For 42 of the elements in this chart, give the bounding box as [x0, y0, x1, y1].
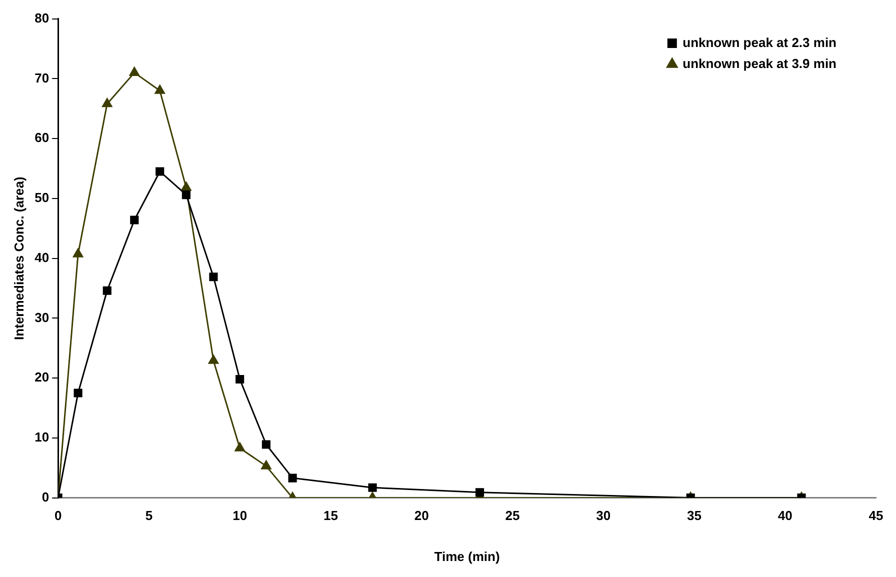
y-tick-label: 60 [34, 130, 50, 146]
y-tick-label: 20 [34, 370, 50, 385]
point [234, 442, 245, 452]
y-tick-label: 50 [34, 190, 50, 206]
point [102, 286, 112, 295]
x-tick-label: 25 [505, 508, 520, 524]
point [181, 182, 192, 191]
point [236, 374, 244, 384]
y-axis-title: Intermediates Conc. (area) [11, 176, 26, 340]
point [130, 216, 139, 224]
point [368, 483, 377, 492]
x-axis-title: Time (min) [434, 548, 500, 564]
x-tick-label: 30 [596, 508, 611, 524]
x-tick-label: 10 [232, 508, 248, 524]
point [475, 488, 484, 497]
point [261, 460, 272, 470]
point [209, 272, 218, 282]
point [208, 354, 219, 364]
point [129, 66, 140, 76]
y-tick-label: 40 [34, 250, 50, 265]
x-tick-label: 35 [687, 508, 702, 524]
legend-label: unknown peak at 3.9 min [682, 56, 837, 71]
point [156, 167, 164, 176]
x-tick-label: 45 [868, 508, 884, 524]
point [72, 248, 84, 258]
x-tick-label: 20 [414, 508, 429, 524]
x-tick-label: 5 [145, 508, 153, 524]
x-tick-label: 15 [323, 508, 338, 524]
y-tick-label: 70 [34, 70, 50, 86]
y-tick-label: 30 [34, 310, 50, 325]
x-tick-label: 40 [778, 508, 792, 524]
point [154, 84, 165, 94]
point [102, 98, 112, 108]
x-tick-label: 0 [54, 508, 62, 524]
y-tick-label: 80 [34, 10, 50, 26]
point [74, 388, 82, 398]
point [182, 190, 190, 200]
y-tick-label: 10 [34, 430, 50, 445]
point [262, 440, 270, 449]
y-tick-label: 0 [42, 489, 50, 504]
point [288, 474, 297, 482]
legend-label: unknown peak at 2.3 min [682, 34, 837, 50]
